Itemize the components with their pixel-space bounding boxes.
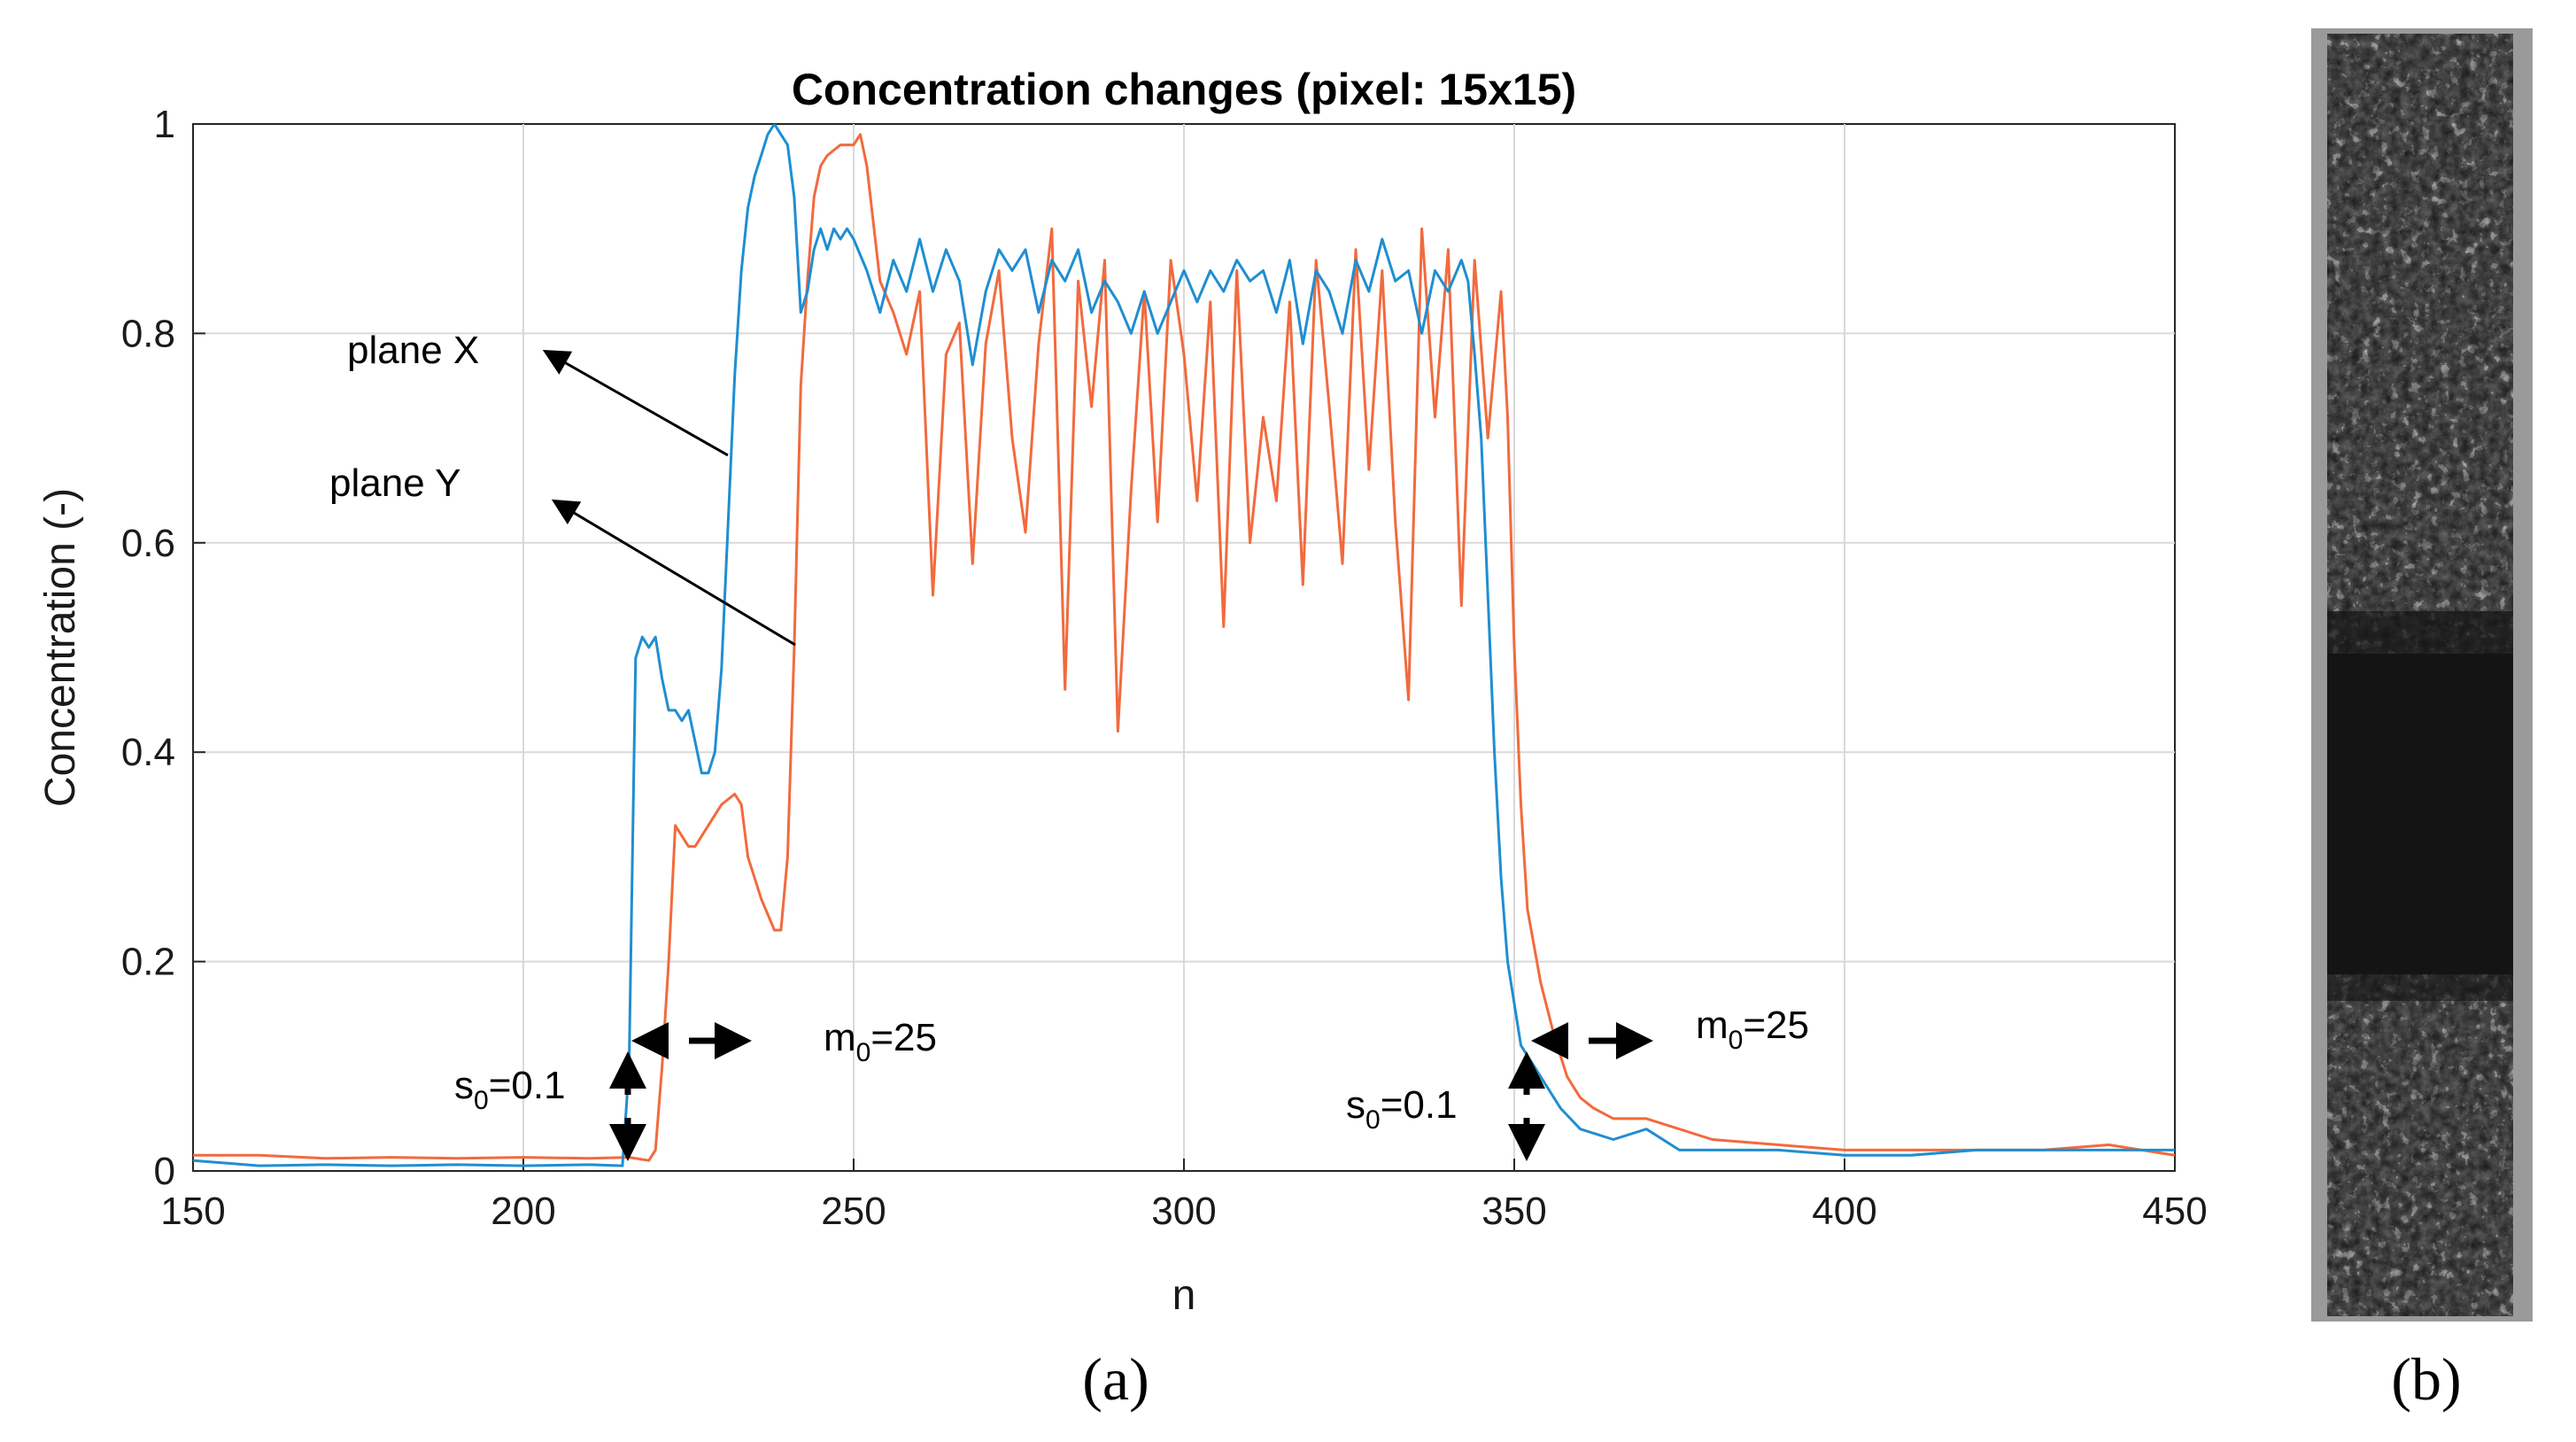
left-s0-sub: 0 [474, 1086, 489, 1115]
x-tick-label: 300 [1151, 1190, 1216, 1233]
left-m0-value: =25 [870, 1016, 937, 1059]
y-tick-label: 0.8 [121, 312, 175, 355]
left-s0-label: s0=0.1 [454, 1064, 566, 1115]
right-s0-value: =0.1 [1381, 1083, 1458, 1127]
left-m0-sub: 0 [856, 1038, 871, 1067]
tick-labels: 150 200 250 300 350 400 450 0 0.2 0.4 0.6 0.8 1 [121, 103, 2208, 1233]
panel-b-strip-image [2311, 28, 2533, 1322]
x-tick-label: 450 [2142, 1190, 2207, 1233]
y-tick-label: 1 [154, 103, 175, 146]
left-m0-label: m0=25 [824, 1016, 937, 1067]
y-tick-label: 0 [154, 1150, 175, 1193]
panel-b-label: (b) [2391, 1345, 2461, 1413]
series-line-plane-y [193, 133, 2175, 1162]
plane-x-annotation: plane X [347, 329, 479, 372]
plane-y-annotation: plane Y [329, 461, 460, 505]
left-s0-value: =0.1 [489, 1064, 566, 1107]
y-tick-label: 0.4 [121, 731, 175, 774]
panel-a-label: (a) [1082, 1345, 1149, 1413]
grid [192, 123, 2176, 1172]
right-m0-sub: 0 [1729, 1026, 1744, 1055]
y-axis-label: Concentration (-) [37, 488, 84, 807]
x-tick-label: 150 [160, 1190, 225, 1233]
left-m0-m: m [824, 1016, 856, 1059]
y-tick-label: 0.2 [121, 941, 175, 984]
chart-title: Concentration changes (pixel: 15x15) [792, 65, 1576, 114]
plane-x-pointer [542, 350, 729, 457]
y-tick-label: 0.6 [121, 522, 175, 565]
right-m0-label: m0=25 [1696, 1004, 1809, 1055]
right-s0-sub: 0 [1365, 1105, 1381, 1135]
x-tick-label: 400 [1812, 1190, 1876, 1233]
plane-y-pointer [551, 499, 796, 647]
right-s0-label: s0=0.1 [1346, 1083, 1458, 1135]
right-m0-m: m [1696, 1004, 1729, 1047]
series-line-plane-x [193, 124, 2175, 1167]
x-tick-label: 250 [821, 1190, 886, 1233]
right-m0-value: =25 [1743, 1004, 1809, 1047]
x-tick-label: 350 [1481, 1190, 1546, 1233]
x-tick-label: 200 [491, 1190, 555, 1233]
left-s0-s: s [454, 1064, 474, 1107]
x-axis-label: n [1172, 1272, 1196, 1319]
right-s0-s: s [1346, 1083, 1365, 1127]
